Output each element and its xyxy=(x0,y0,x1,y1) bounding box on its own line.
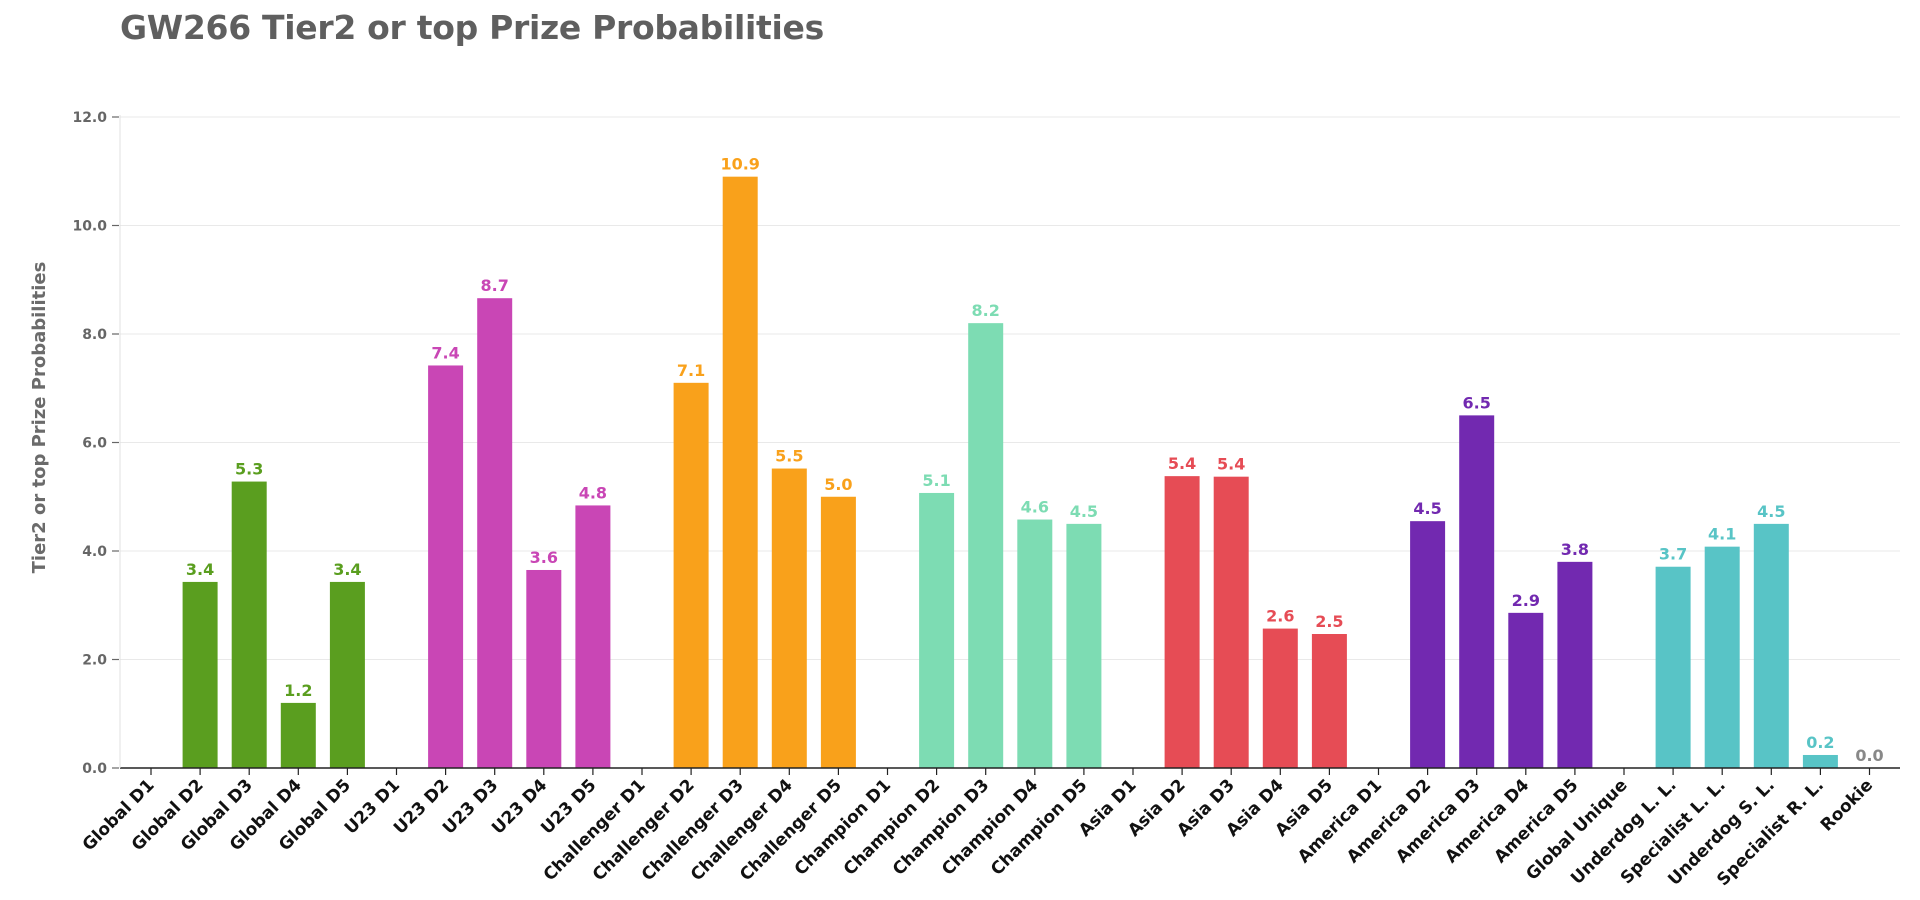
y-tick-label: 4.0 xyxy=(82,544,107,560)
bar xyxy=(526,569,562,768)
bar xyxy=(182,581,218,768)
bar xyxy=(329,581,365,768)
data-label: 4.5 xyxy=(1413,499,1441,518)
y-tick-label: 6.0 xyxy=(82,436,107,452)
bar xyxy=(820,496,856,768)
data-label: 4.1 xyxy=(1708,525,1736,544)
bar xyxy=(1164,476,1200,768)
data-label: 3.6 xyxy=(530,548,558,567)
x-tick-label: Rookie xyxy=(1817,775,1877,835)
bar xyxy=(1459,415,1495,768)
bar xyxy=(1311,634,1347,768)
data-label: 6.5 xyxy=(1463,393,1491,412)
bar xyxy=(231,481,267,768)
y-tick-label: 10.0 xyxy=(72,219,107,235)
y-tick-label: 0.0 xyxy=(82,761,107,777)
bar xyxy=(968,323,1004,768)
data-label: 2.9 xyxy=(1512,591,1540,610)
data-label: 4.6 xyxy=(1021,498,1049,517)
data-label: 3.8 xyxy=(1561,540,1589,559)
bar xyxy=(1655,566,1691,768)
data-label: 10.9 xyxy=(720,155,759,174)
bar xyxy=(1704,546,1740,768)
bar xyxy=(280,702,316,768)
bar xyxy=(771,468,807,768)
bar xyxy=(722,176,758,769)
y-tick-label: 8.0 xyxy=(82,327,107,343)
data-label: 5.1 xyxy=(922,471,950,490)
data-label: 4.5 xyxy=(1070,502,1098,521)
data-label: 7.1 xyxy=(677,361,705,380)
data-label: 5.3 xyxy=(235,460,263,479)
data-label: 7.4 xyxy=(431,343,459,362)
bar xyxy=(1557,561,1593,768)
data-label: 2.6 xyxy=(1266,607,1294,626)
bar xyxy=(1017,519,1053,768)
data-label: 5.0 xyxy=(824,475,852,494)
bar xyxy=(1410,521,1446,768)
data-label: 5.4 xyxy=(1168,454,1196,473)
bar xyxy=(673,382,709,768)
bar xyxy=(1262,628,1298,768)
bar xyxy=(1066,523,1102,768)
y-axis-title: Tier2 or top Prize Probabilities xyxy=(29,262,50,574)
bar xyxy=(1213,476,1249,768)
data-label: 3.4 xyxy=(333,560,361,579)
data-label: 3.7 xyxy=(1659,545,1687,564)
bar xyxy=(477,298,513,768)
data-label: 8.7 xyxy=(481,276,509,295)
y-tick-label: 2.0 xyxy=(82,653,107,669)
data-label: 0.2 xyxy=(1806,733,1834,752)
bar xyxy=(428,365,464,768)
data-label: 3.4 xyxy=(186,560,214,579)
data-label: 4.5 xyxy=(1757,502,1785,521)
data-label: 5.4 xyxy=(1217,455,1245,474)
data-label: 0.0 xyxy=(1855,746,1883,765)
bar xyxy=(1508,612,1544,768)
bar xyxy=(1802,754,1838,768)
bar xyxy=(1753,523,1789,768)
data-label: 5.5 xyxy=(775,447,803,466)
chart-title: GW266 Tier2 or top Prize Probabilities xyxy=(120,8,824,47)
data-label: 2.5 xyxy=(1315,612,1343,631)
bar xyxy=(575,505,611,768)
data-label: 1.2 xyxy=(284,681,312,700)
bar xyxy=(919,492,955,768)
y-tick-label: 12.0 xyxy=(72,110,107,126)
data-label: 4.8 xyxy=(579,483,607,502)
data-label: 8.2 xyxy=(972,301,1000,320)
